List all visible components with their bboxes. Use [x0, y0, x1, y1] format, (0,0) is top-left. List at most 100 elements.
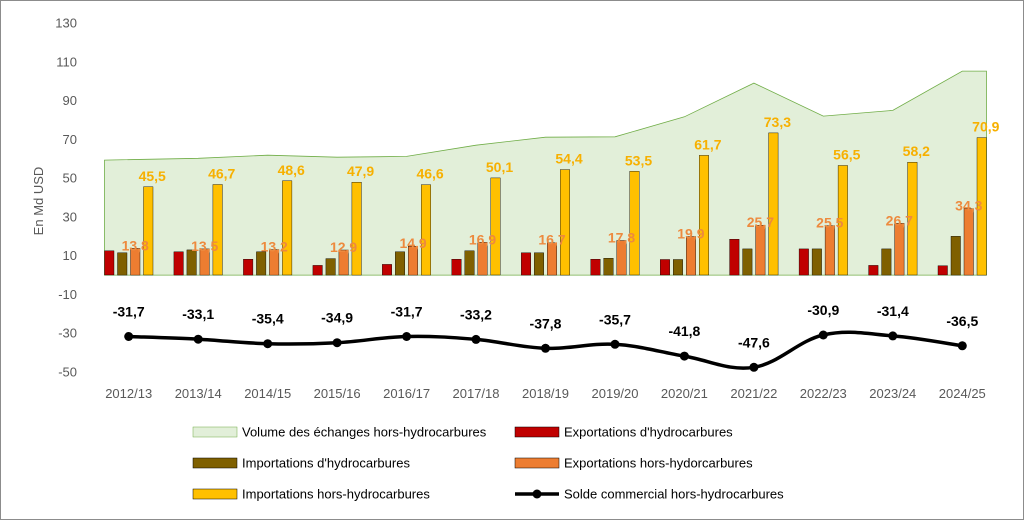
bar-0-4 — [382, 264, 392, 276]
bar-0-7 — [590, 259, 601, 276]
data-label-3-4: 46,6 — [416, 166, 443, 182]
data-label-2-3: 12,9 — [330, 239, 357, 255]
line-label-6: -37,8 — [530, 315, 562, 331]
bar-1-8 — [673, 259, 683, 276]
bar-2-6 — [547, 242, 557, 276]
y-tick-label: 130 — [55, 16, 77, 31]
data-label-3-9: 73,3 — [764, 114, 791, 130]
data-label-3-11: 58,2 — [903, 143, 930, 159]
y-tick-label: -50 — [58, 365, 77, 380]
data-label-3-7: 53,5 — [625, 152, 652, 168]
legend-swatch — [514, 426, 560, 438]
bar-1-7 — [603, 258, 614, 276]
bar-0-5 — [451, 259, 462, 276]
bar-2-5 — [477, 242, 488, 276]
line-point-3 — [332, 338, 342, 348]
line-point-0 — [124, 332, 134, 341]
bar-1-11 — [881, 248, 892, 276]
data-label-3-12: 70,9 — [972, 119, 999, 135]
line-label-9: -47,6 — [738, 334, 770, 350]
bar-2-11 — [894, 223, 905, 276]
line-point-11 — [888, 331, 898, 341]
bar-2-12 — [963, 208, 974, 276]
bar-2-10 — [824, 225, 835, 276]
y-tick-label: 70 — [63, 132, 77, 147]
line-label-10: -30,9 — [807, 302, 839, 318]
bar-3-5 — [490, 177, 501, 276]
line-label-12: -36,5 — [946, 313, 978, 329]
area-volume-echanges — [104, 70, 987, 276]
line-point-10 — [818, 330, 828, 340]
legend-swatch — [192, 488, 238, 500]
y-tick-label: 90 — [63, 93, 77, 108]
bar-0-9 — [729, 238, 740, 276]
data-label-3-5: 50,1 — [486, 159, 513, 175]
bar-2-2 — [269, 249, 280, 276]
bar-2-7 — [616, 240, 627, 276]
bar-3-3 — [351, 181, 362, 276]
bar-3-1 — [212, 184, 223, 276]
x-tick-label: 2023/24 — [869, 386, 916, 401]
bar-1-6 — [534, 252, 544, 276]
legend-label: Importations d'hydrocarbures — [242, 456, 410, 471]
bar-1-12 — [950, 236, 961, 276]
bar-1-0 — [117, 252, 128, 276]
line-label-5: -33,2 — [460, 306, 492, 322]
data-label-2-7: 17,8 — [608, 230, 635, 246]
y-tick-label: 10 — [63, 248, 77, 263]
y-tick-label: -30 — [58, 326, 77, 341]
line-point-4 — [402, 332, 412, 341]
data-label-2-0: 13,8 — [122, 237, 149, 253]
data-label-3-2: 48,6 — [278, 162, 305, 178]
line-label-0: -31,7 — [113, 304, 145, 320]
data-label-2-10: 25,5 — [816, 215, 843, 231]
bar-3-4 — [421, 184, 431, 276]
y-tick-label: 110 — [56, 54, 77, 69]
bar-3-9 — [768, 132, 779, 276]
bar-2-0 — [130, 248, 141, 276]
bar-0-8 — [660, 259, 670, 276]
data-label-2-4: 14,9 — [399, 235, 426, 251]
bar-1-2 — [256, 251, 267, 276]
y-axis-label: En Md USD — [31, 167, 46, 236]
line-point-6 — [541, 343, 550, 353]
legend-label: Volume des échanges hors-hydrocarbures — [242, 425, 487, 440]
x-tick-label: 2022/23 — [800, 386, 847, 401]
data-label-3-1: 46,7 — [208, 166, 235, 182]
data-label-3-3: 47,9 — [347, 163, 374, 179]
bar-3-0 — [143, 186, 154, 276]
data-label-2-11: 26,7 — [886, 212, 913, 228]
legend-swatch — [192, 426, 238, 438]
bar-3-6 — [560, 169, 570, 276]
bar-1-4 — [395, 251, 405, 276]
line-label-4: -31,7 — [391, 304, 423, 320]
bar-3-12 — [976, 137, 987, 276]
line-point-12 — [957, 341, 967, 351]
data-label-2-5: 16,9 — [469, 231, 496, 247]
data-label-3-0: 45,5 — [139, 168, 166, 184]
x-tick-label: 2015/16 — [314, 386, 361, 401]
x-tick-label: 2020/21 — [661, 386, 708, 401]
x-tick-label: 2021/22 — [730, 386, 777, 401]
x-tick-label: 2016/17 — [383, 386, 430, 401]
bar-0-6 — [521, 252, 531, 276]
data-label-2-1: 13,5 — [191, 238, 218, 254]
x-tick-label: 2013/14 — [175, 386, 222, 401]
line-label-8: -41,8 — [668, 323, 700, 339]
legend-label: Solde commercial hors-hydrocarbures — [564, 487, 784, 502]
line-label-3: -34,9 — [321, 310, 353, 326]
y-tick-label: -10 — [58, 287, 77, 302]
bar-3-11 — [907, 161, 918, 276]
data-label-3-6: 54,4 — [555, 151, 582, 167]
line-label-11: -31,4 — [877, 303, 909, 319]
bar-2-9 — [755, 224, 766, 276]
bar-1-9 — [742, 248, 753, 276]
bar-0-11 — [868, 265, 879, 276]
bar-1-1 — [186, 249, 197, 276]
legend-swatch-marker — [532, 489, 542, 499]
line-label-1: -33,1 — [182, 306, 214, 322]
y-tick-label: 30 — [63, 209, 77, 224]
data-label-2-8: 19,9 — [677, 226, 704, 242]
bar-1-3 — [325, 258, 336, 276]
